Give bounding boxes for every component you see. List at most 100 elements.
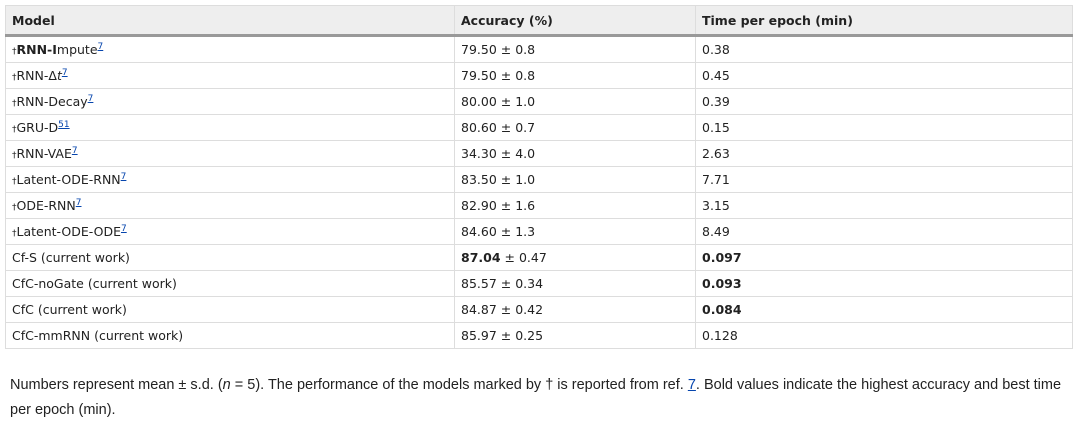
reference-link[interactable]: 7 (75, 197, 82, 208)
time-value: 3.15 (702, 198, 730, 213)
model-name: CfC (current work) (12, 302, 127, 317)
accuracy-mean: 85.97 (461, 328, 497, 343)
time-cell: 0.38 (695, 35, 1073, 63)
model-cell: CfC (current work) (5, 296, 455, 323)
accuracy-sd: ± 0.7 (500, 120, 536, 135)
time-value: 0.093 (702, 276, 742, 291)
header-row: Model Accuracy (%) Time per epoch (min) (5, 5, 1073, 37)
accuracy-mean: 79.50 (461, 42, 497, 57)
accuracy-sd: ± 1.0 (500, 172, 536, 187)
results-table: Model Accuracy (%) Time per epoch (min) … (5, 5, 1073, 349)
table-row: †ODE-RNN7 82.90 ± 1.6 3.15 (5, 192, 1073, 219)
accuracy-mean: 83.50 (461, 172, 497, 187)
reference-link[interactable]: 7 (120, 223, 127, 234)
dagger: † (12, 177, 17, 188)
caption-text: . Bold values indicate the highest accur… (10, 377, 1062, 418)
reference-link[interactable]: 7 (87, 93, 94, 104)
model-name: Latent-ODE-RNN (16, 172, 121, 188)
reference-link[interactable]: 51 (58, 119, 70, 130)
caption-text: Numbers represent mean ± s.d. ( (10, 377, 223, 393)
model-cell: †Latent-ODE-ODE7 (5, 218, 455, 245)
caption-text: n (222, 377, 231, 393)
model-cell: †RNN-Δt7 (5, 62, 455, 89)
reference-link[interactable]: 7 (61, 67, 68, 78)
accuracy-mean: 82.90 (461, 198, 497, 213)
model-name-bold: RNN-I (16, 42, 57, 58)
time-value: 0.39 (702, 94, 730, 109)
table-row: †Latent-ODE-RNN7 83.50 ± 1.0 7.71 (5, 166, 1073, 193)
time-cell: 2.63 (695, 140, 1073, 167)
time-value: 0.128 (702, 328, 738, 343)
accuracy-sd: ± 0.8 (500, 68, 536, 83)
accuracy-sd: ± 0.8 (500, 42, 536, 57)
accuracy-cell: 87.04 ± 0.47 (454, 244, 696, 271)
model-name: ODE-RNN (16, 198, 76, 214)
accuracy-cell: 85.97 ± 0.25 (454, 322, 696, 349)
time-value: 0.38 (702, 42, 730, 57)
accuracy-mean: 34.30 (461, 146, 497, 161)
model-cell: CfC-mmRNN (current work) (5, 322, 455, 349)
model-cell: †GRU-D51 (5, 114, 455, 141)
reference-link[interactable]: 7 (71, 145, 78, 156)
time-value: 0.097 (702, 250, 742, 265)
accuracy-sd: ± 0.42 (500, 302, 544, 317)
dagger: † (12, 125, 17, 136)
accuracy-mean: 84.87 (461, 302, 497, 317)
model-name: RNN-VAE (16, 146, 72, 162)
table-row: CfC (current work) 84.87 ± 0.42 0.084 (5, 296, 1073, 323)
table-row: CfC-noGate (current work) 85.57 ± 0.34 0.0… (5, 270, 1073, 297)
accuracy-cell: 84.87 ± 0.42 (454, 296, 696, 323)
model-name: GRU-D (16, 120, 59, 136)
table-body: †RNN-Impute7 79.50 ± 0.8 0.38 †RNN-Δt7 79.50… (5, 35, 1073, 349)
accuracy-cell: 82.90 ± 1.6 (454, 192, 696, 219)
table-row: †RNN-VAE7 34.30 ± 4.0 2.63 (5, 140, 1073, 167)
caption: Numbers represent mean ± s.d. (n = 5). T… (10, 373, 1070, 423)
model-cell: CfC-noGate (current work) (5, 270, 455, 297)
model-name: CfC-noGate (current work) (12, 276, 177, 291)
reference-link[interactable]: 7 (687, 377, 696, 393)
reference-link[interactable]: 7 (120, 171, 127, 182)
accuracy-cell: 85.57 ± 0.34 (454, 270, 696, 297)
table-row: †RNN-Impute7 79.50 ± 0.8 0.38 (5, 35, 1073, 63)
accuracy-sd: ± 4.0 (500, 146, 536, 161)
time-cell: 0.45 (695, 62, 1073, 89)
accuracy-sd: ± 1.0 (500, 94, 536, 109)
model-cell: †RNN-Decay7 (5, 88, 455, 115)
accuracy-sd: ± 1.6 (500, 198, 536, 213)
table-row: †Latent-ODE-ODE7 84.60 ± 1.3 8.49 (5, 218, 1073, 245)
table-row: CfC-mmRNN (current work) 85.97 ± 0.25 0.12… (5, 322, 1073, 349)
accuracy-mean: 79.50 (461, 68, 497, 83)
accuracy-sd: ± 0.47 (504, 250, 547, 265)
table-row: †RNN-Decay7 80.00 ± 1.0 0.39 (5, 88, 1073, 115)
time-value: 0.15 (702, 120, 730, 135)
reference-link[interactable]: 7 (97, 41, 104, 52)
model-name: CfC-mmRNN (current work) (12, 328, 184, 343)
dagger: † (12, 99, 17, 110)
accuracy-sd: ± 0.34 (500, 276, 544, 291)
header-cell: Time per epoch (min) (695, 5, 1073, 37)
accuracy-sd: ± 0.25 (500, 328, 544, 343)
time-value: 0.084 (702, 302, 742, 317)
table-row: †RNN-Δt7 79.50 ± 0.8 0.45 (5, 62, 1073, 89)
accuracy-sd: ± 1.3 (500, 224, 536, 239)
accuracy-mean: 80.60 (461, 120, 497, 135)
model-cell: Cf-S (current work) (5, 244, 455, 271)
accuracy-mean: 87.04 (461, 250, 501, 265)
accuracy-cell: 83.50 ± 1.0 (454, 166, 696, 193)
time-cell: 8.49 (695, 218, 1073, 245)
accuracy-mean: 80.00 (461, 94, 497, 109)
header-cell: Accuracy (%) (454, 5, 696, 37)
time-cell: 0.093 (695, 270, 1073, 297)
model-name: Cf-S (current work) (12, 250, 130, 265)
time-value: 2.63 (702, 146, 730, 161)
time-cell: 0.128 (695, 322, 1073, 349)
dagger: † (12, 47, 17, 58)
time-cell: 7.71 (695, 166, 1073, 193)
accuracy-cell: 34.30 ± 4.0 (454, 140, 696, 167)
model-name: RNN-Δ (16, 68, 57, 84)
accuracy-cell: 79.50 ± 0.8 (454, 62, 696, 89)
dagger: † (12, 203, 17, 214)
time-value: 0.45 (702, 68, 730, 83)
table-row: †GRU-D51 80.60 ± 0.7 0.15 (5, 114, 1073, 141)
